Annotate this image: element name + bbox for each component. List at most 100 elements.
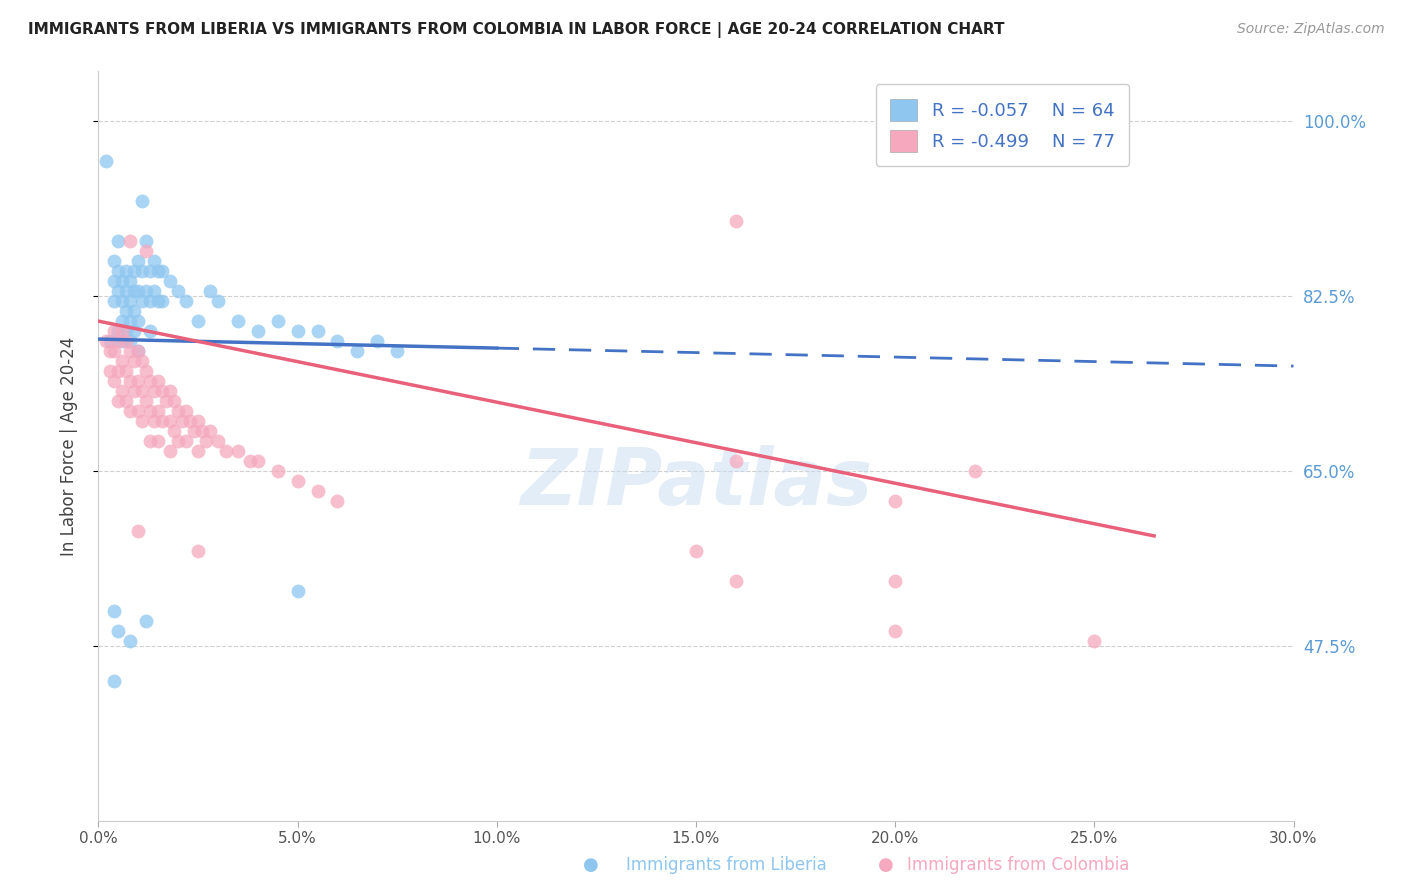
Point [724, 574, 747, 588]
Point [135, 364, 157, 378]
Point [115, 264, 138, 278]
Point [127, 374, 149, 388]
Point [127, 284, 149, 298]
Point [172, 414, 194, 428]
Text: Immigrants from Liberia: Immigrants from Liberia [626, 856, 827, 874]
Point [159, 274, 181, 288]
Point [127, 404, 149, 418]
Point [107, 324, 129, 338]
Point [98, 344, 122, 359]
Point [148, 294, 170, 309]
Point [107, 394, 129, 409]
Point [120, 234, 142, 248]
Point [139, 374, 162, 388]
Point [143, 384, 166, 398]
Point [884, 494, 907, 508]
Point [307, 483, 329, 498]
Point [267, 314, 290, 328]
Point [155, 394, 177, 409]
Point [150, 414, 173, 428]
Point [96, 154, 118, 169]
Point [287, 583, 309, 598]
Point [120, 344, 142, 359]
Point [148, 374, 170, 388]
Point [107, 334, 129, 348]
Point [148, 264, 170, 278]
Point [120, 314, 142, 328]
Point [150, 384, 173, 398]
Point [135, 234, 157, 248]
Point [385, 344, 409, 359]
Point [131, 384, 153, 398]
Text: IMMIGRANTS FROM LIBERIA VS IMMIGRANTS FROM COLOMBIA IN LABOR FORCE | AGE 20-24 C: IMMIGRANTS FROM LIBERIA VS IMMIGRANTS FR… [28, 22, 1005, 38]
Point [131, 194, 153, 209]
Point [326, 494, 349, 508]
Point [124, 264, 146, 278]
Point [127, 314, 149, 328]
Point [127, 344, 149, 359]
Point [139, 294, 162, 309]
Point [120, 334, 142, 348]
Point [111, 314, 134, 328]
Legend: R = -0.057    N = 64, R = -0.499    N = 77: R = -0.057 N = 64, R = -0.499 N = 77 [876, 84, 1129, 166]
Point [103, 324, 125, 338]
Point [103, 294, 125, 309]
Point [139, 404, 162, 418]
Point [115, 324, 138, 338]
Text: ZIPatlas: ZIPatlas [520, 445, 872, 522]
Point [724, 214, 747, 228]
Point [207, 294, 229, 309]
Point [685, 544, 707, 558]
Point [724, 454, 747, 468]
Point [111, 274, 134, 288]
Point [159, 444, 181, 458]
Point [131, 264, 153, 278]
Point [127, 254, 149, 268]
Point [163, 394, 186, 409]
Point [131, 354, 153, 368]
Point [120, 374, 142, 388]
Point [143, 254, 166, 268]
Point [135, 284, 157, 298]
Text: Immigrants from Colombia: Immigrants from Colombia [907, 856, 1129, 874]
Point [124, 384, 146, 398]
Point [115, 364, 138, 378]
Point [174, 434, 197, 448]
Point [139, 264, 162, 278]
Point [179, 414, 201, 428]
Point [287, 474, 309, 488]
Point [107, 624, 129, 638]
Point [111, 384, 134, 398]
Point [226, 444, 249, 458]
Y-axis label: In Labor Force | Age 20-24: In Labor Force | Age 20-24 [59, 336, 77, 556]
Point [239, 454, 262, 468]
Point [124, 284, 146, 298]
Point [246, 324, 269, 338]
Point [127, 344, 149, 359]
Point [159, 414, 181, 428]
Point [131, 294, 153, 309]
Point [366, 334, 388, 348]
Point [246, 454, 269, 468]
Point [139, 324, 162, 338]
Point [107, 284, 129, 298]
Point [195, 434, 218, 448]
Point [111, 294, 134, 309]
Point [307, 324, 329, 338]
Point [198, 424, 221, 438]
Point [207, 434, 229, 448]
Point [167, 434, 190, 448]
Point [148, 434, 170, 448]
Point [124, 304, 146, 318]
Point [111, 324, 134, 338]
Point [98, 334, 122, 348]
Point [107, 234, 129, 248]
Point [150, 264, 173, 278]
Point [143, 414, 166, 428]
Point [187, 444, 209, 458]
Point [103, 274, 125, 288]
Point [150, 294, 173, 309]
Text: ●: ● [877, 856, 894, 874]
Point [124, 324, 146, 338]
Point [167, 284, 190, 298]
